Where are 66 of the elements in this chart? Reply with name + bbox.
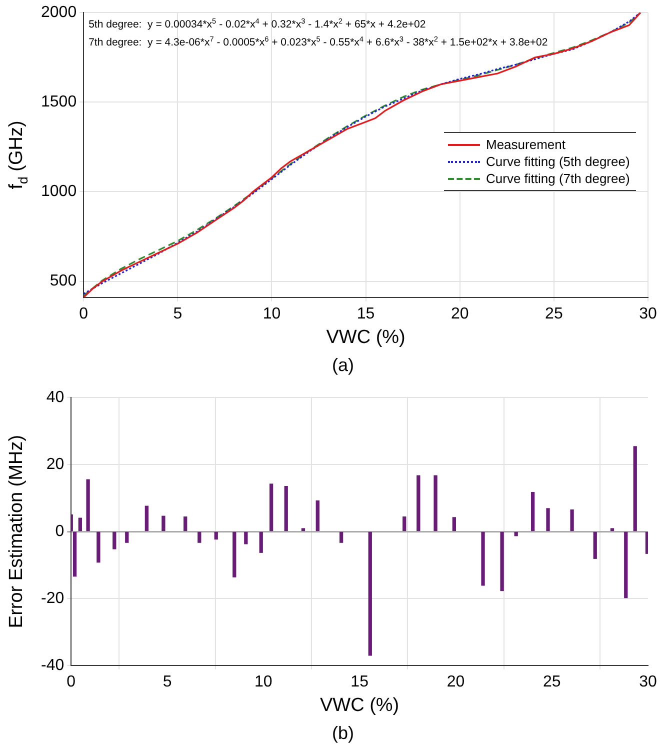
bar	[368, 532, 372, 656]
y-tick-label: 1500	[41, 94, 77, 111]
bar	[72, 532, 77, 577]
x-tick-label: 5	[162, 673, 172, 690]
x-tick-label: 20	[450, 305, 469, 322]
bar	[316, 500, 320, 532]
text: (a)	[332, 355, 354, 376]
bar	[184, 516, 188, 532]
bar	[284, 486, 288, 532]
y-axis-title: fd (GHz)	[6, 120, 31, 190]
y-tick-label: -40	[41, 656, 64, 674]
bar	[452, 517, 456, 532]
bar	[546, 508, 550, 532]
x-tick-label: 10	[254, 673, 272, 690]
bar	[301, 528, 306, 532]
x-tick-label: 5	[173, 305, 182, 322]
bar	[570, 509, 574, 532]
y-tick-label: 40	[46, 389, 64, 406]
bar	[96, 532, 100, 563]
bar	[269, 484, 274, 532]
bar	[244, 532, 248, 544]
bar	[198, 532, 202, 543]
legend-label: Curve fitting (7th degree)	[486, 170, 630, 188]
x-axis-title: VWC (%)	[320, 695, 400, 716]
y-tick-label: 1000	[41, 183, 77, 200]
x-axis-title: VWC (%)	[326, 327, 406, 348]
bar	[481, 532, 485, 586]
x-tick-label: 30	[639, 673, 657, 690]
x-tick-label: 20	[446, 673, 465, 690]
bar	[402, 516, 406, 532]
x-tick-label: 25	[545, 305, 563, 322]
legend-label: Measurement	[486, 136, 566, 154]
text: (b)	[332, 723, 354, 744]
bar	[78, 518, 82, 532]
y-tick-label: 20	[46, 456, 64, 473]
y-axis-title: Error Estimation (MHz)	[6, 434, 27, 628]
bar	[259, 532, 263, 553]
x-tick-label: 10	[262, 305, 281, 322]
bar	[125, 532, 129, 543]
bar	[514, 532, 518, 536]
x-tick-label: 15	[350, 673, 369, 690]
bar	[86, 479, 90, 532]
bar	[593, 532, 597, 559]
bar	[339, 532, 344, 543]
bar	[624, 532, 628, 598]
bar	[434, 475, 438, 532]
bar	[232, 532, 236, 578]
bar	[112, 532, 116, 550]
bar	[645, 532, 648, 554]
y-tick-label: 0	[55, 522, 64, 540]
bar	[416, 475, 420, 532]
bar	[610, 528, 614, 532]
x-tick-label: 15	[356, 305, 375, 322]
x-tick-label: 25	[542, 673, 561, 690]
legend-label: Curve fitting (5th degree)	[486, 153, 630, 170]
bar	[214, 532, 218, 540]
x-tick-label: 30	[639, 305, 657, 322]
y-tick-label: -20	[41, 590, 64, 607]
bar	[162, 516, 166, 532]
y-tick-label: 500	[50, 272, 77, 290]
y-tick-label: 2000	[41, 4, 77, 22]
bar	[530, 492, 535, 532]
bar	[500, 532, 504, 592]
x-tick-label: 0	[79, 305, 88, 322]
bar	[144, 506, 149, 532]
bar	[633, 446, 637, 532]
